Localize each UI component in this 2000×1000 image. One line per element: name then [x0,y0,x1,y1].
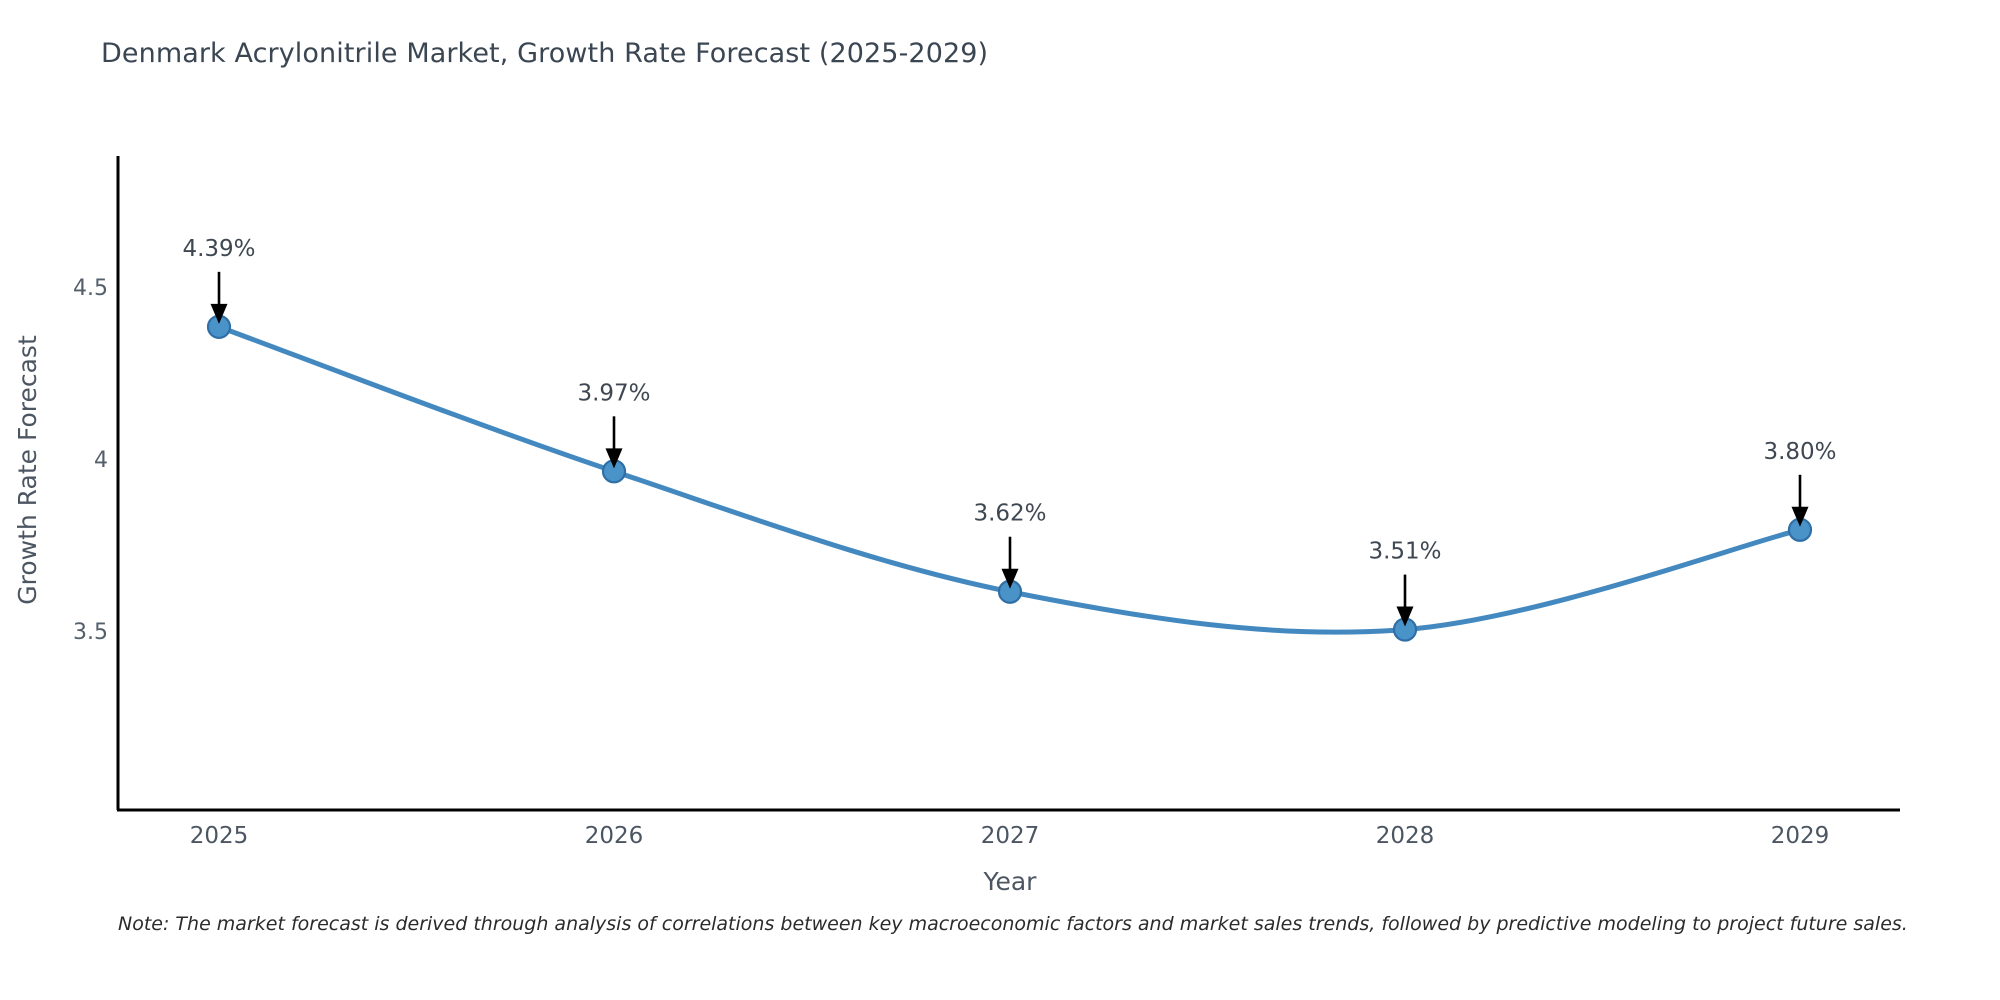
chart-footnote: Note: The market forecast is derived thr… [118,913,1908,935]
data-label-2025: 4.39% [182,236,255,262]
data-label-2027: 3.62% [973,501,1046,527]
annotation-arrow-head-2026 [605,448,623,469]
annotation-arrow-head-2028 [1396,606,1414,627]
y-tick-label-1: 4 [94,448,108,473]
series-markers [206,314,1813,642]
x-axis-title: Year [983,867,1038,896]
annotation-arrow-head-2025 [210,303,228,324]
annotation-arrow-head-2029 [1791,506,1809,527]
x-tick-label-2027: 2027 [981,823,1040,849]
y-tick-label-2: 3.5 [73,620,108,645]
data-label-2028: 3.51% [1368,539,1441,565]
data-label-2029: 3.80% [1763,439,1836,465]
x-tick-label-2029: 2029 [1771,823,1830,849]
data-label-2026: 3.97% [577,380,650,406]
x-tick-label-2026: 2026 [585,823,644,849]
y-tick-label-0: 4.5 [73,276,108,301]
annotation-layer: 4.39% 3.97% 3.62% 3.51% 3.80% [182,236,1837,627]
chart-title: Denmark Acrylonitrile Market, Growth Rat… [101,38,989,69]
x-tick-label-2028: 2028 [1376,823,1435,849]
y-axis-title: Growth Rate Forecast [13,335,42,605]
annotation-arrow-head-2027 [1001,568,1019,589]
x-tick-label-2025: 2025 [190,823,249,849]
